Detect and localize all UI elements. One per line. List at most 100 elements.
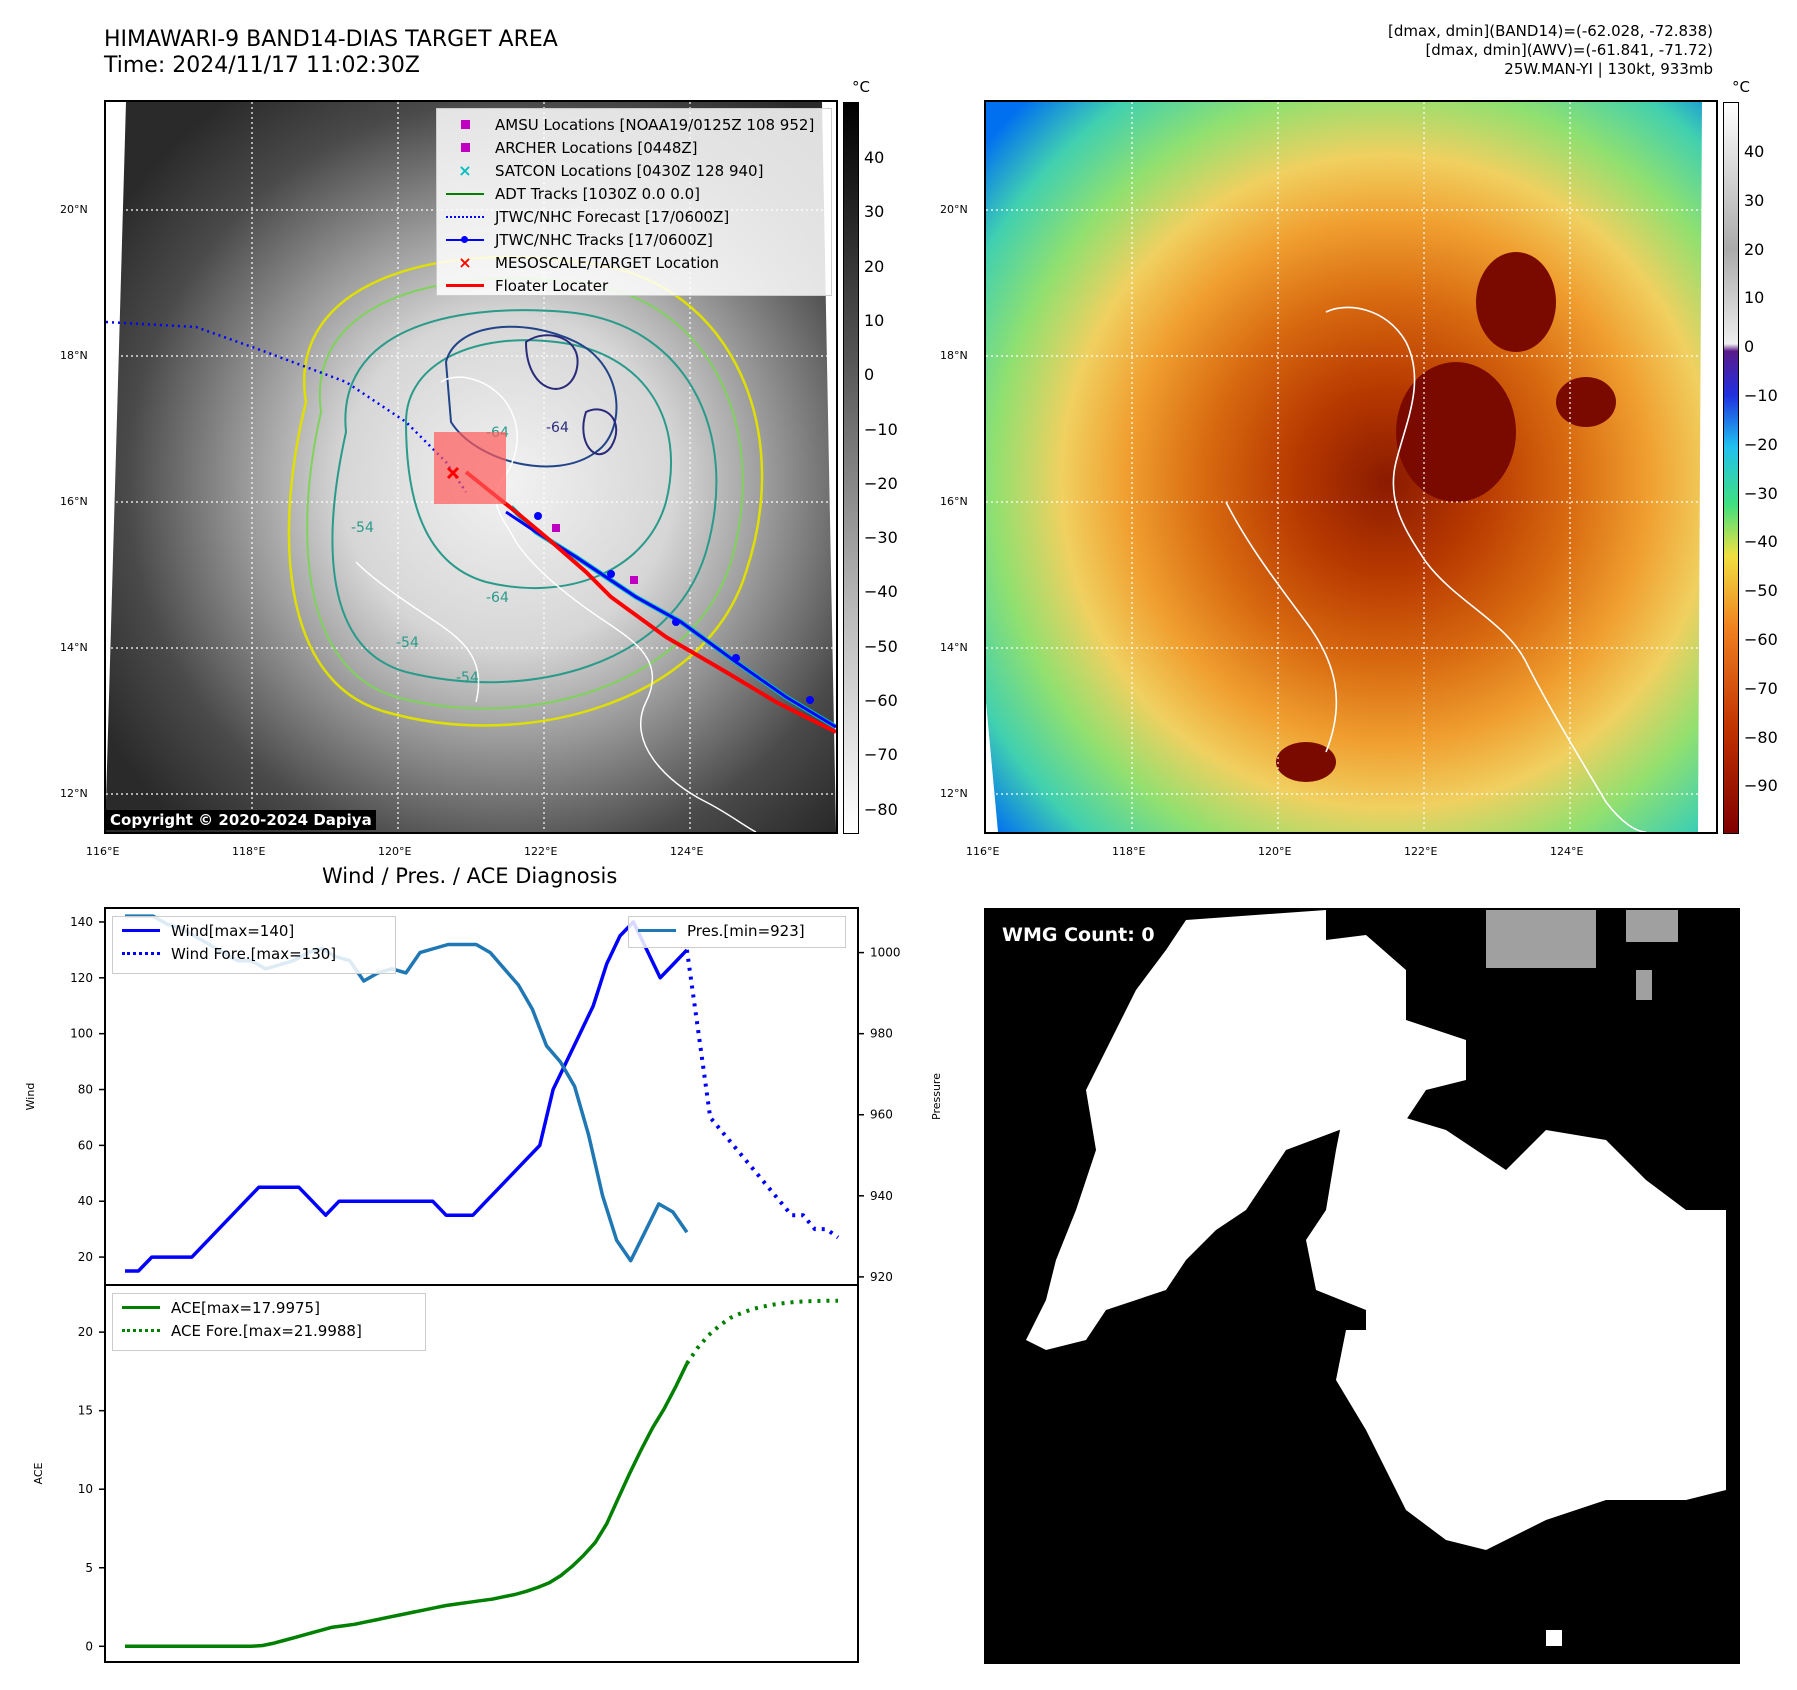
wmg-missing-1: [1486, 910, 1596, 968]
dotted-line-icon: [122, 1329, 160, 1332]
ir-colorbar-tick-5: −10: [864, 419, 898, 439]
ir-colorbar-tick-8: −40: [864, 582, 898, 602]
ir-colorbar-tick-11: −70: [864, 745, 898, 765]
wmg-panel: [984, 908, 1740, 1664]
lat-tick-20: 20°N: [60, 203, 88, 216]
title-line-2: Time: 2024/11/17 11:02:30Z: [104, 53, 420, 78]
lon-tick-120-right: 120°E: [1258, 845, 1292, 858]
legend-archer: ARCHER Locations [0448Z]: [445, 136, 823, 159]
pressure-legend: Pres.[min=923]: [628, 916, 846, 948]
color-colorbar: [1723, 102, 1739, 834]
lat-tick-16: 16°N: [60, 495, 88, 508]
pressure-ytick-label: 920: [870, 1270, 893, 1284]
lon-tick-118: 118°E: [232, 845, 266, 858]
ir-colorbar-tick-12: −80: [864, 799, 898, 819]
line-marker-icon: [638, 929, 676, 932]
lon-tick-118-right: 118°E: [1112, 845, 1146, 858]
cold-cloud-top-2: [1396, 362, 1516, 502]
x-marker-icon: ×: [458, 253, 472, 272]
wind-ytick-label: 100: [70, 1027, 93, 1041]
color-colorbar-tick-12: −80: [1744, 727, 1778, 747]
info-line-1: [dmax, dmin](BAND14)=(-62.028, -72.838): [1388, 22, 1713, 40]
coastline-luzon-color: [1325, 306, 1647, 832]
mesoscale-target-x: [446, 466, 460, 480]
ace-ytick-label: 10: [78, 1482, 93, 1496]
contour-label-2: -54: [396, 635, 419, 651]
color-colorbar-tick-13: −90: [1744, 776, 1778, 796]
square-marker-icon: [460, 120, 470, 129]
lon-tick-124-right: 124°E: [1550, 845, 1584, 858]
line-marker-icon: [446, 284, 484, 287]
lon-tick-122: 122°E: [524, 845, 558, 858]
contour-darkblue: [524, 334, 579, 390]
dotted-line-icon: [446, 215, 484, 218]
legend-satcon: × SATCON Locations [0430Z 128 940]: [445, 159, 823, 182]
line-marker-icon: [446, 192, 484, 195]
contour-label-5: -54: [456, 670, 479, 686]
ace-legend: ACE[max=17.9975] ACE Fore.[max=21.9988]: [112, 1293, 426, 1351]
contour-label-6: -64: [486, 590, 509, 606]
pressure-axis-label: Pressure: [930, 1073, 940, 1120]
ir-colorbar-tick-10: −60: [864, 691, 898, 710]
wind-ytick-label: 20: [78, 1250, 93, 1264]
legend-adt: ADT Tracks [1030Z 0.0 0.0]: [445, 182, 823, 205]
ace-ytick-label: 15: [78, 1404, 93, 1418]
lon-tick-120: 120°E: [378, 845, 412, 858]
contour-teal-inner: [404, 339, 672, 590]
coastline-west-color: [1225, 501, 1338, 753]
jtwc-track-points: [534, 512, 814, 704]
pressure-ytick-label: 940: [870, 1189, 893, 1203]
color-map-svg: [986, 102, 1716, 832]
ir-colorbar-tick-7: −30: [864, 528, 898, 548]
lat-tick-12: 12°N: [60, 787, 88, 800]
color-colorbar-tick-10: −60: [1744, 630, 1778, 649]
cold-cloud-top-1: [1476, 252, 1556, 352]
color-colorbar-tick-5: −10: [1744, 386, 1778, 405]
legend-ace-fore: ACE Fore.[max=21.9988]: [121, 1319, 417, 1342]
copyright-label: Copyright © 2020-2024 Dapiya: [106, 810, 376, 830]
pressure-ytick-label: 1000: [870, 946, 901, 960]
legend-wind-fore: Wind Fore.[max=130]: [121, 942, 387, 965]
color-colorbar-tick-7: −30: [1744, 483, 1778, 503]
x-marker-icon: ×: [458, 161, 472, 180]
floater-locater: [464, 470, 836, 734]
legend-jtwc-tracks: JTWC/NHC Tracks [17/0600Z]: [445, 228, 823, 251]
wind-legend: Wind[max=140] Wind Fore.[max=130]: [112, 916, 396, 974]
info-line-3: 25W.MAN-YI | 130kt, 933mb: [1504, 60, 1713, 78]
color-gridlines: [986, 102, 1716, 832]
lon-tick-116-right: 116°E: [966, 845, 1000, 858]
diagnosis-title: Wind / Pres. / ACE Diagnosis: [322, 864, 618, 888]
legend-mesoscale: × MESOSCALE/TARGET Location: [445, 251, 823, 274]
wmg-count: WMG Count: 0: [1002, 924, 1155, 946]
wind-ytick-label: 60: [78, 1138, 93, 1152]
wmg-region-1: [1026, 910, 1466, 1350]
ir-colorbar: [843, 102, 859, 834]
color-colorbar-tick-1: 30: [1744, 190, 1765, 210]
lat-tick-14-right: 14°N: [940, 641, 968, 654]
wmg-region-2: [1306, 1100, 1726, 1550]
lat-tick-16-right: 16°N: [940, 495, 968, 508]
ace-ytick-label: 20: [78, 1325, 93, 1339]
contour-teal-outer: [331, 309, 718, 684]
pressure-ytick-label: 960: [870, 1108, 893, 1122]
ace-axes-frame: [104, 1284, 859, 1663]
color-colorbar-tick-3: 10: [1744, 288, 1765, 308]
dotted-line-icon: [122, 952, 160, 955]
pressure-ytick-label: 980: [870, 1027, 893, 1041]
wind-ytick-label: 80: [78, 1083, 93, 1097]
coastline-luzon: [440, 376, 757, 832]
info-line-2: [dmax, dmin](AWV)=(-61.841, -71.72): [1425, 41, 1713, 59]
legend-ace: ACE[max=17.9975]: [121, 1296, 417, 1319]
color-colorbar-unit: °C: [1732, 78, 1750, 96]
wind-ytick-label: 120: [70, 971, 93, 985]
archer-marker: [552, 524, 560, 532]
ace-forecast-line: [685, 1298, 838, 1365]
legend-pressure: Pres.[min=923]: [637, 919, 837, 942]
title-line-1: HIMAWARI-9 BAND14-DIAS TARGET AREA: [104, 27, 558, 52]
color-swath-edge-left: [986, 702, 998, 832]
lon-tick-122-right: 122°E: [1404, 845, 1438, 858]
ir-colorbar-tick-4: 0: [864, 365, 875, 385]
wmg-missing-3: [1636, 970, 1652, 1000]
wind-ytick-label: 140: [70, 915, 93, 929]
ace-ytick-label: 5: [85, 1561, 93, 1575]
